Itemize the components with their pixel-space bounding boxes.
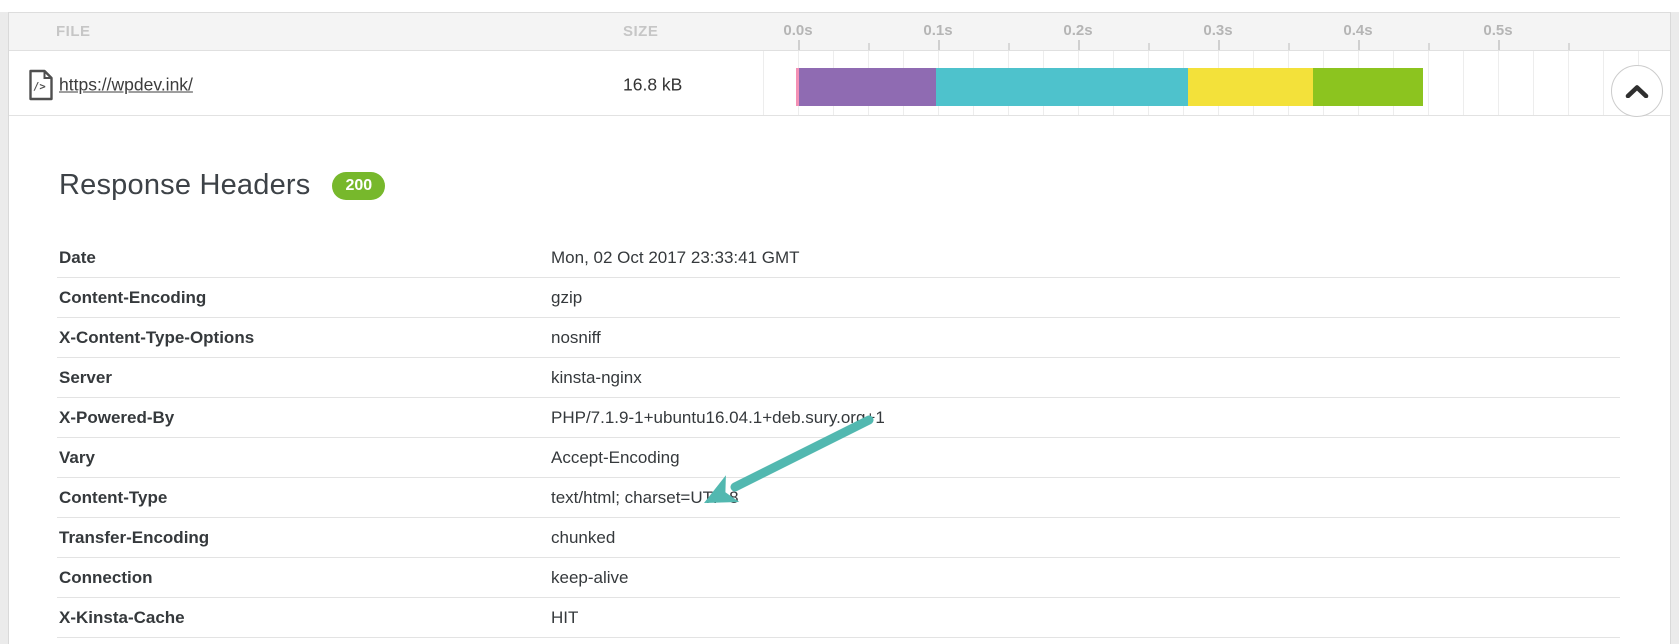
- header-name: Vary: [59, 448, 95, 467]
- timeline-tick: [798, 40, 800, 50]
- request-size: 16.8 kB: [623, 74, 683, 95]
- header-name: Connection: [59, 568, 153, 587]
- header-name: Transfer-Encoding: [59, 528, 210, 547]
- header-value: Accept-Encoding: [551, 448, 680, 467]
- timeline-tick: [1498, 40, 1500, 50]
- header-value: chunked: [551, 528, 616, 547]
- page-top-gap: [0, 0, 1679, 12]
- size-column-header: SIZE: [623, 23, 659, 40]
- waterfall-column-header: FILE SIZE 0.0s 0.1s 0.2s 0.3s 0.4s 0.5s: [9, 13, 1670, 51]
- header-value: keep-alive: [551, 568, 629, 587]
- status-code-badge: 200: [332, 171, 386, 200]
- timeline-tick: [1568, 43, 1570, 50]
- header-value: gzip: [551, 288, 583, 307]
- waterfall-segment: [935, 68, 1188, 106]
- file-column-header: FILE: [56, 23, 91, 40]
- response-headers-table: Date Mon, 02 Oct 2017 23:33:41 GMT Content…: [57, 238, 1620, 638]
- header-row: Content-Encoding gzip: [57, 278, 1620, 318]
- waterfall-segment: [1187, 68, 1313, 106]
- timeline-label: 0.0s: [783, 22, 813, 39]
- header-row: Vary Accept-Encoding: [57, 438, 1620, 478]
- timeline-tick: [868, 43, 870, 50]
- header-row: X-Kinsta-Cache HIT: [57, 598, 1620, 638]
- request-row[interactable]: /> https://wpdev.ink/ 16.8 kB: [9, 51, 1670, 117]
- header-name: Server: [59, 368, 112, 387]
- chevron-up-icon: [1625, 84, 1649, 98]
- waterfall-segment: [1312, 68, 1424, 106]
- gridline: [1498, 51, 1499, 115]
- timeline-tick: [1008, 43, 1010, 50]
- timeline-tick: [1218, 40, 1220, 50]
- header-value: PHP/7.1.9-1+ubuntu16.04.1+deb.sury.org+1: [551, 408, 885, 427]
- code-file-icon: />: [28, 69, 54, 106]
- timeline-tick: [1148, 43, 1150, 50]
- header-value: HIT: [551, 608, 579, 627]
- header-name: Content-Encoding: [59, 288, 207, 307]
- gridline: [1568, 51, 1569, 115]
- section-title: Response Headers: [59, 169, 311, 201]
- header-name: Content-Type: [59, 488, 168, 507]
- gridline: [1603, 51, 1604, 115]
- header-value: nosniff: [551, 328, 601, 347]
- collapse-row-button[interactable]: [1611, 65, 1663, 117]
- waterfall-panel: FILE SIZE 0.0s 0.1s 0.2s 0.3s 0.4s 0.5s /> ht…: [8, 12, 1671, 644]
- header-value: text/html; charset=UTF-8: [551, 488, 739, 507]
- header-name: X-Powered-By: [59, 408, 175, 427]
- timeline-tick: [1358, 40, 1360, 50]
- request-details-section: Response Headers 200 Date Mon, 02 Oct 201…: [9, 117, 1670, 644]
- waterfall-segment: [798, 68, 936, 106]
- svg-text:/>: />: [33, 81, 46, 93]
- header-value: Mon, 02 Oct 2017 23:33:41 GMT: [551, 248, 800, 267]
- waterfall-timing-bar: [796, 68, 1424, 106]
- header-row: Date Mon, 02 Oct 2017 23:33:41 GMT: [57, 238, 1620, 278]
- timeline-label: 0.2s: [1063, 22, 1093, 39]
- gridline: [763, 51, 764, 115]
- timeline-tick: [1078, 40, 1080, 50]
- timeline-label: 0.5s: [1483, 22, 1513, 39]
- timeline-label: 0.3s: [1203, 22, 1233, 39]
- header-row: X-Content-Type-Options nosniff: [57, 318, 1620, 358]
- header-value: kinsta-nginx: [551, 368, 642, 387]
- header-name: X-Kinsta-Cache: [59, 608, 185, 627]
- timeline-label: 0.4s: [1343, 22, 1373, 39]
- request-url-link[interactable]: https://wpdev.ink/: [59, 74, 193, 95]
- timeline-tick: [938, 40, 940, 50]
- header-row: Connection keep-alive: [57, 558, 1620, 598]
- timeline-label: 0.1s: [923, 22, 953, 39]
- gridline: [1463, 51, 1464, 115]
- timeline-tick: [1288, 43, 1290, 50]
- header-row: Server kinsta-nginx: [57, 358, 1620, 398]
- waterfall-segment: [796, 68, 799, 106]
- header-row: Content-Type text/html; charset=UTF-8: [57, 478, 1620, 518]
- gridline: [1428, 51, 1429, 115]
- header-row: X-Powered-By PHP/7.1.9-1+ubuntu16.04.1+de…: [57, 398, 1620, 438]
- response-headers-titlebar: Response Headers 200: [59, 169, 386, 202]
- header-row: Transfer-Encoding chunked: [57, 518, 1620, 558]
- gridline: [1533, 51, 1534, 115]
- header-name: Date: [59, 248, 96, 267]
- timeline-tick: [1428, 43, 1430, 50]
- header-name: X-Content-Type-Options: [59, 328, 255, 347]
